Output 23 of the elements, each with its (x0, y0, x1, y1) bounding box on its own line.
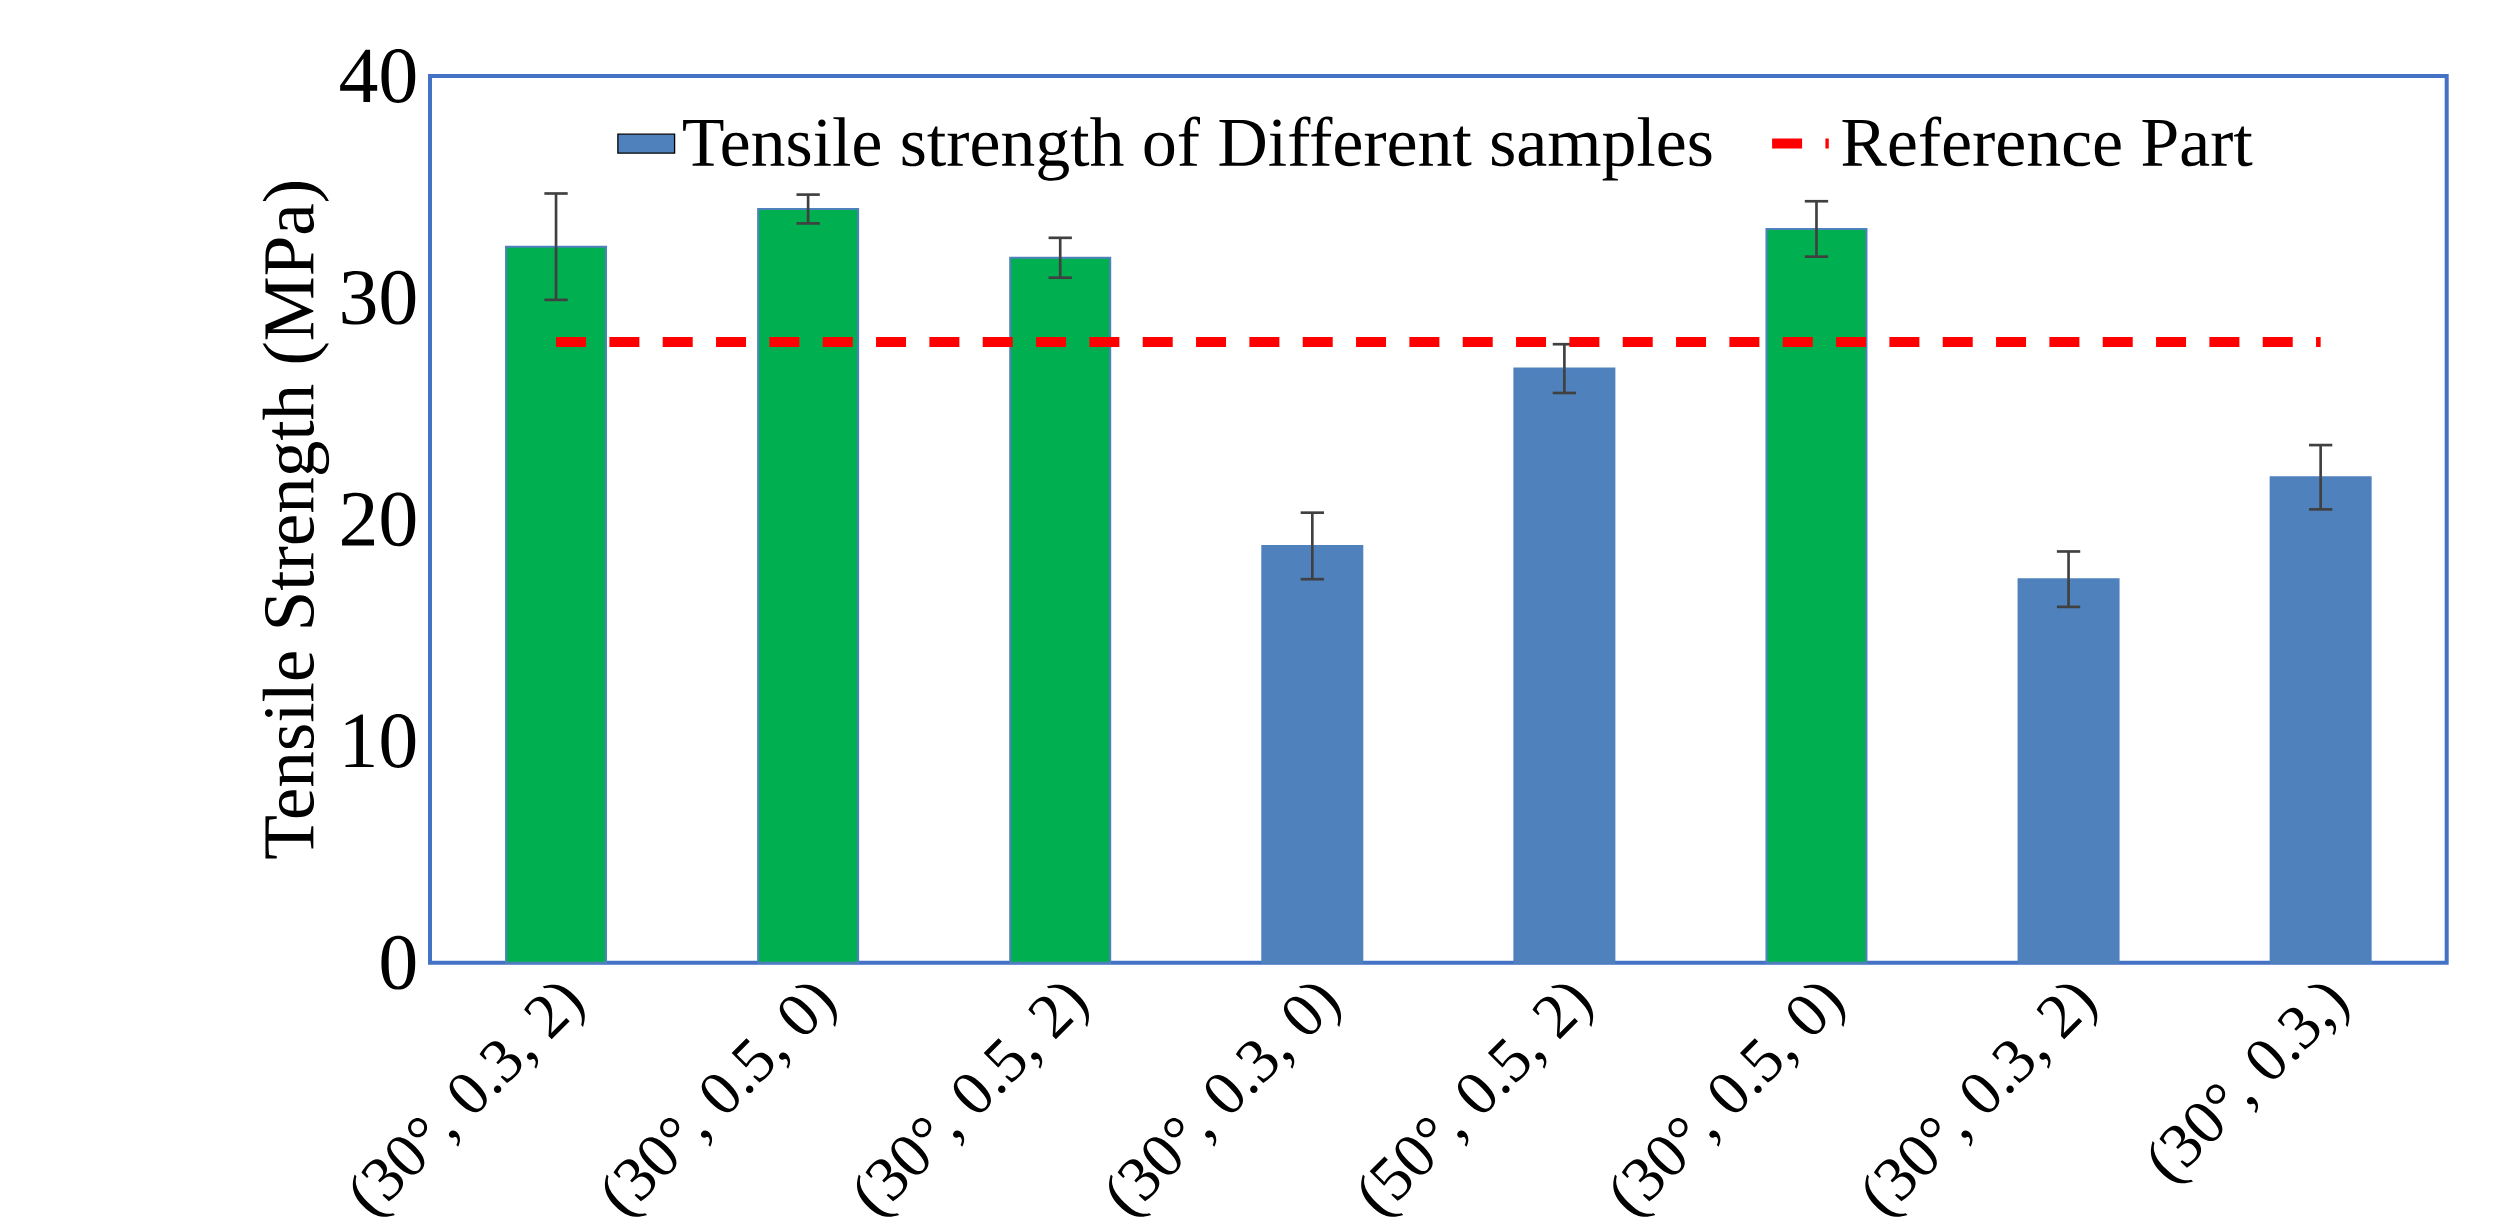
x-tick-label: (30°, 0.5, 2) (856, 984, 1089, 1217)
x-tick-label: (30°, 0.3, 0) (1109, 984, 1342, 1217)
bar (1009, 256, 1112, 964)
y-tick-label: 30 (342, 270, 416, 325)
legend-label: Tensile strength of Different samples (683, 116, 1712, 181)
bar (2017, 578, 2120, 964)
x-tick-label: (30°, 0.5, 0) (1613, 984, 1846, 1217)
bar (505, 245, 608, 964)
y-tick-label: 40 (340, 49, 416, 103)
x-tick-label: (30°, 0.3,) (2150, 984, 2350, 1184)
bar (757, 208, 860, 964)
x-tick-label: (30°, 0.5, 0) (604, 984, 837, 1217)
bar (1513, 367, 1616, 964)
bar (2269, 476, 2372, 964)
y-tick-label: 10 (345, 714, 416, 768)
legend-label: Reference Part (1842, 116, 2253, 167)
x-tick-label: (50°, 0.5, 2) (1361, 984, 1594, 1217)
bar (1765, 227, 1868, 964)
y-tick-label: 0 (381, 935, 416, 990)
bar (1261, 544, 1364, 964)
y-axis-title: Tensile Strength (MPa) (262, 182, 330, 859)
x-tick-label: (30°, 0.3, 2) (1865, 984, 2098, 1217)
y-tick-label: 20 (342, 492, 416, 547)
